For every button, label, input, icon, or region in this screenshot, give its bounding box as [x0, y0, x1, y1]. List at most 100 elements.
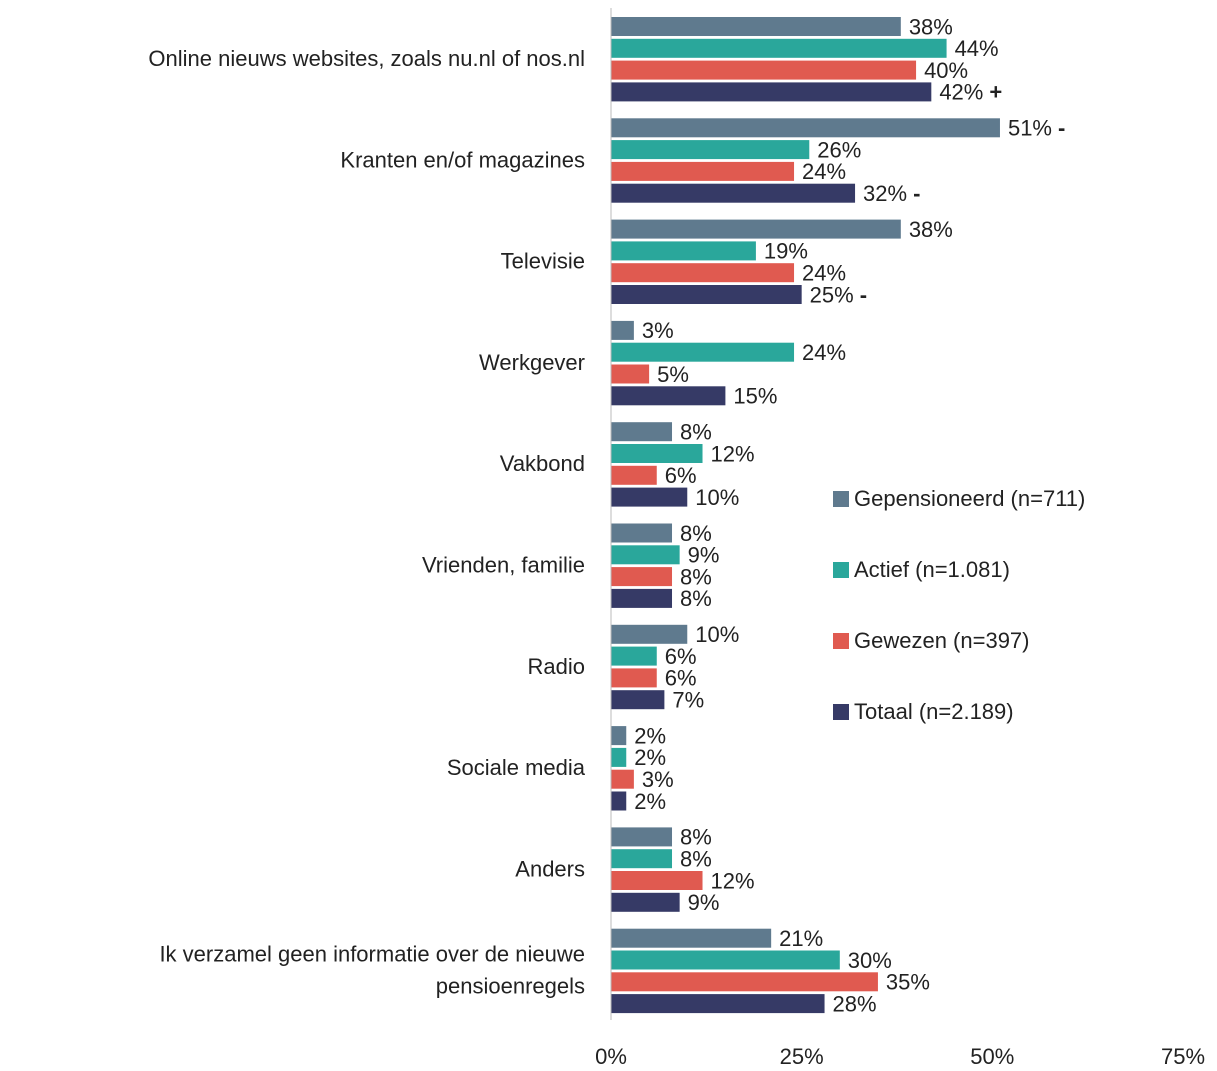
bar — [611, 219, 901, 239]
value-label: 6% — [665, 666, 697, 691]
bar — [611, 17, 901, 36]
bar — [611, 465, 657, 485]
bar — [611, 422, 673, 442]
value-label: 19% — [764, 239, 808, 264]
legend-swatch — [833, 562, 849, 578]
bar — [611, 928, 772, 948]
category-label: Vrienden, familie — [422, 552, 585, 577]
value-label: 10% — [695, 485, 739, 510]
legend-swatch — [833, 633, 849, 649]
bar — [611, 827, 673, 847]
value-label: 6% — [665, 463, 697, 488]
legend-label: Actief (n=1.081) — [854, 557, 1010, 582]
value-label: 8% — [680, 521, 712, 546]
value-label: 10% — [695, 622, 739, 647]
bar — [611, 523, 673, 543]
legend-swatch — [833, 704, 849, 720]
significance-marker: - — [913, 181, 920, 206]
value-label: 3% — [642, 767, 674, 792]
category-label: Kranten en/of magazines — [340, 147, 585, 172]
category-label: Anders — [515, 856, 585, 881]
value-label: 42% — [939, 80, 983, 105]
legend-swatch — [833, 491, 849, 507]
value-label: 30% — [848, 948, 892, 973]
bar — [611, 769, 634, 789]
value-label: 2% — [634, 789, 666, 814]
category-label: Televisie — [501, 248, 585, 273]
bar — [611, 972, 878, 992]
value-label: 28% — [833, 991, 877, 1016]
value-label: 25% — [810, 282, 854, 307]
value-label: 40% — [924, 58, 968, 83]
value-label: 12% — [711, 868, 755, 893]
bar — [611, 183, 856, 203]
value-label: 8% — [680, 586, 712, 611]
bar — [611, 726, 627, 746]
bar — [611, 668, 657, 688]
bar — [611, 892, 680, 912]
bar — [611, 646, 657, 666]
value-label: 6% — [665, 644, 697, 669]
bar — [611, 320, 634, 340]
value-label: 7% — [672, 688, 704, 713]
bar — [611, 82, 932, 102]
bar — [611, 994, 825, 1014]
value-label: 8% — [680, 564, 712, 589]
x-tick-label: 0% — [595, 1044, 627, 1069]
value-label: 2% — [634, 745, 666, 770]
bar — [611, 118, 1000, 138]
bar — [611, 690, 665, 710]
value-label: 3% — [642, 318, 674, 343]
value-label: 8% — [680, 847, 712, 872]
bar — [611, 364, 650, 384]
category-label: Werkgever — [479, 350, 585, 375]
value-label: 32% — [863, 181, 907, 206]
bar — [611, 241, 756, 261]
category-label: Radio — [528, 654, 585, 679]
value-label: 38% — [909, 14, 953, 39]
category-label: Ik verzamel geen informatie over de nieu… — [159, 942, 585, 999]
value-label: 8% — [680, 420, 712, 445]
bar — [611, 588, 673, 608]
bar — [611, 747, 627, 767]
value-label: 5% — [657, 362, 689, 387]
value-label: 24% — [802, 340, 846, 365]
value-label: 24% — [802, 159, 846, 184]
legend-label: Gewezen (n=397) — [854, 628, 1030, 653]
value-label: 2% — [634, 723, 666, 748]
bar — [611, 60, 917, 80]
value-label: 24% — [802, 261, 846, 286]
bar — [611, 871, 703, 890]
category-label: Sociale media — [447, 755, 586, 780]
value-label: 35% — [886, 970, 930, 995]
value-label: 51% — [1008, 116, 1052, 141]
legend-label: Totaal (n=2.189) — [854, 699, 1014, 724]
bar — [611, 567, 673, 587]
bar — [611, 950, 840, 970]
bar — [611, 386, 726, 406]
legend-label: Gepensioneerd (n=711) — [854, 486, 1085, 511]
bar — [611, 487, 688, 507]
x-tick-label: 75% — [1161, 1044, 1205, 1069]
value-label: 8% — [680, 825, 712, 850]
bar — [611, 545, 680, 565]
bar — [611, 624, 688, 644]
value-label: 26% — [817, 137, 861, 162]
bar — [611, 263, 795, 283]
bar — [611, 342, 795, 362]
bar — [611, 161, 795, 181]
value-label: 9% — [688, 543, 720, 568]
bar — [611, 38, 947, 58]
significance-marker: + — [989, 80, 1002, 105]
bar — [611, 791, 627, 811]
significance-marker: - — [1058, 116, 1065, 141]
category-label: Online nieuws websites, zoals nu.nl of n… — [148, 46, 585, 71]
value-label: 12% — [711, 441, 755, 466]
bar — [611, 140, 810, 160]
x-tick-label: 25% — [780, 1044, 824, 1069]
value-label: 21% — [779, 926, 823, 951]
bar — [611, 849, 673, 869]
x-tick-label: 50% — [970, 1044, 1014, 1069]
bar — [611, 444, 703, 463]
value-label: 15% — [733, 384, 777, 409]
